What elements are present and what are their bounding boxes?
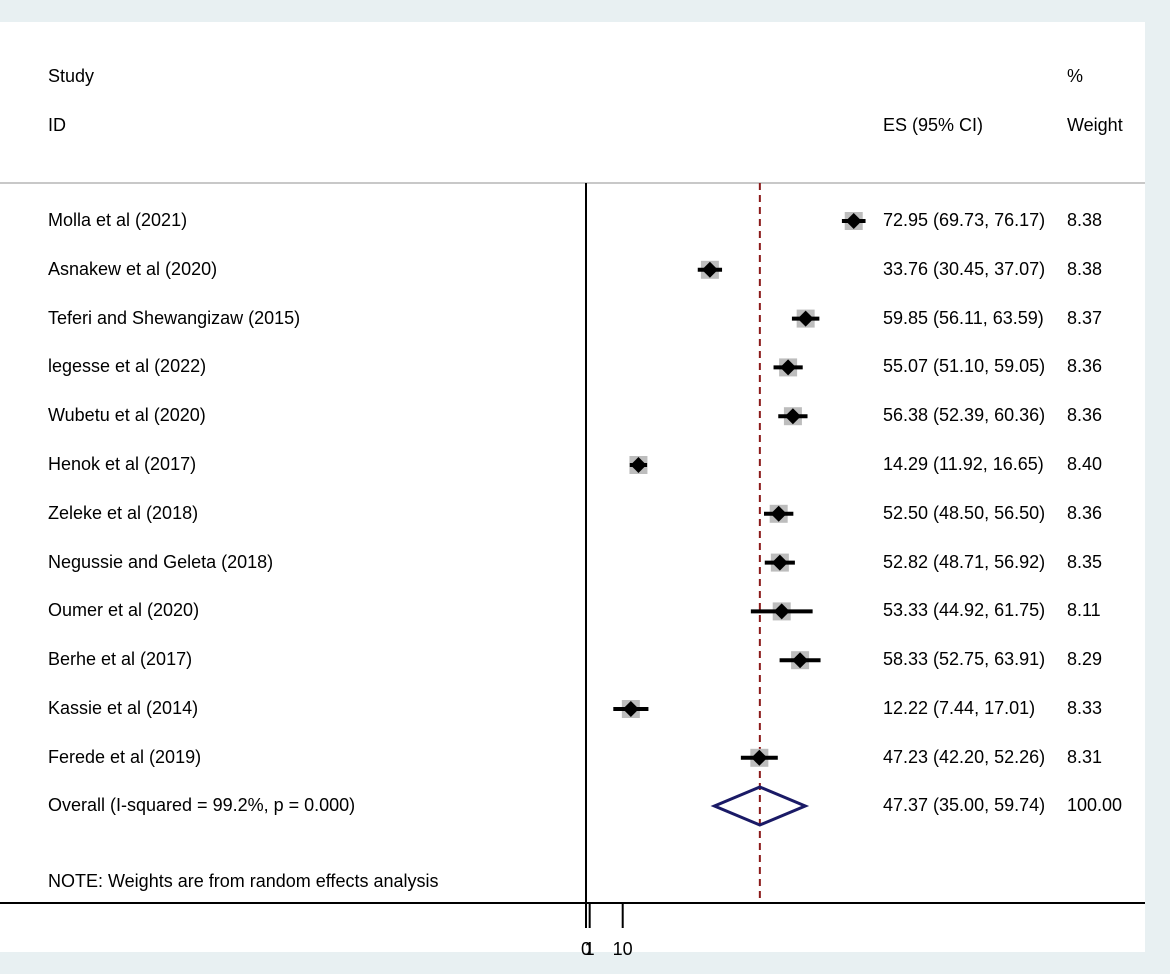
header-study: Study	[48, 66, 95, 86]
header-percent: %	[1067, 66, 1084, 86]
point-estimate-marker	[701, 261, 718, 278]
header-id: ID	[48, 115, 66, 135]
study-weight: 8.36	[1067, 405, 1103, 426]
study-es-ci: 47.23 (42.20, 52.26)	[883, 746, 1046, 767]
header-es: ES (95% CI)	[883, 115, 984, 135]
study-label: Wubetu et al (2020)	[48, 405, 206, 426]
study-es-ci: 59.85 (56.11, 63.59)	[883, 307, 1044, 328]
point-estimate-marker	[771, 554, 788, 571]
study-es-ci: 52.50 (48.50, 56.50)	[883, 502, 1046, 523]
point-estimate-marker	[751, 749, 768, 766]
study-weight: 8.37	[1067, 307, 1103, 328]
point-estimate-marker	[773, 603, 790, 620]
study-es-ci: 14.29 (11.92, 16.65)	[883, 454, 1044, 474]
x-tick-label: 10	[613, 939, 633, 959]
study-es-ci: 52.82 (48.71, 56.92)	[883, 551, 1046, 572]
x-tick-label: 1	[585, 939, 595, 959]
study-weight: 8.36	[1067, 356, 1103, 377]
study-es-ci: 53.33 (44.92, 61.75)	[883, 600, 1046, 621]
overall-es-ci: 47.37 (35.00, 59.74)	[883, 795, 1046, 815]
study-label: Berhe et al (2017)	[48, 649, 193, 670]
study-weight: 8.31	[1067, 746, 1103, 767]
point-estimate-marker	[622, 701, 639, 717]
study-weight: 8.29	[1067, 649, 1103, 670]
point-estimate-marker	[792, 652, 809, 669]
point-estimate-marker	[630, 457, 647, 473]
study-label: Kassie et al (2014)	[48, 698, 199, 718]
point-estimate-marker	[780, 359, 797, 376]
study-es-ci: 33.76 (30.45, 37.07)	[883, 258, 1046, 279]
study-weight: 8.40	[1067, 454, 1103, 474]
study-es-ci: 56.38 (52.39, 60.36)	[883, 405, 1046, 426]
study-weight: 8.11	[1067, 600, 1101, 621]
study-es-ci: 12.22 (7.44, 17.01)	[883, 698, 1036, 718]
overall-weight: 100.00	[1067, 795, 1123, 815]
header-weight: Weight	[1067, 115, 1123, 135]
study-label: Oumer et al (2020)	[48, 600, 200, 621]
study-label: Teferi and Shewangizaw (2015)	[48, 307, 301, 328]
note-text: NOTE: Weights are from random effects an…	[48, 871, 439, 891]
study-weight: 8.35	[1067, 551, 1103, 572]
point-estimate-marker	[845, 213, 862, 229]
study-weight: 8.38	[1067, 210, 1103, 230]
study-es-ci: 72.95 (69.73, 76.17)	[883, 210, 1046, 230]
x-tick-label: 0	[581, 939, 591, 959]
study-label: Ferede et al (2019)	[48, 746, 202, 767]
study-label: Asnakew et al (2020)	[48, 258, 218, 279]
overall-diamond	[710, 785, 810, 827]
study-es-ci: 58.33 (52.75, 63.91)	[883, 649, 1046, 670]
study-label: legesse et al (2022)	[48, 356, 207, 377]
overall-label: Overall (I-squared = 99.2%, p = 0.000)	[48, 795, 356, 815]
study-label: Molla et al (2021)	[48, 210, 188, 230]
study-weight: 8.38	[1067, 258, 1103, 279]
study-es-ci: 55.07 (51.10, 59.05)	[883, 356, 1046, 377]
point-estimate-marker	[797, 310, 814, 327]
study-weight: 8.33	[1067, 698, 1103, 718]
study-label: Zeleke et al (2018)	[48, 502, 199, 523]
point-estimate-marker	[784, 408, 801, 425]
study-label: Negussie and Geleta (2018)	[48, 551, 274, 572]
study-label: Henok et al (2017)	[48, 454, 197, 474]
point-estimate-marker	[770, 505, 787, 522]
plot-panel	[0, 22, 1145, 952]
study-weight: 8.36	[1067, 502, 1103, 523]
